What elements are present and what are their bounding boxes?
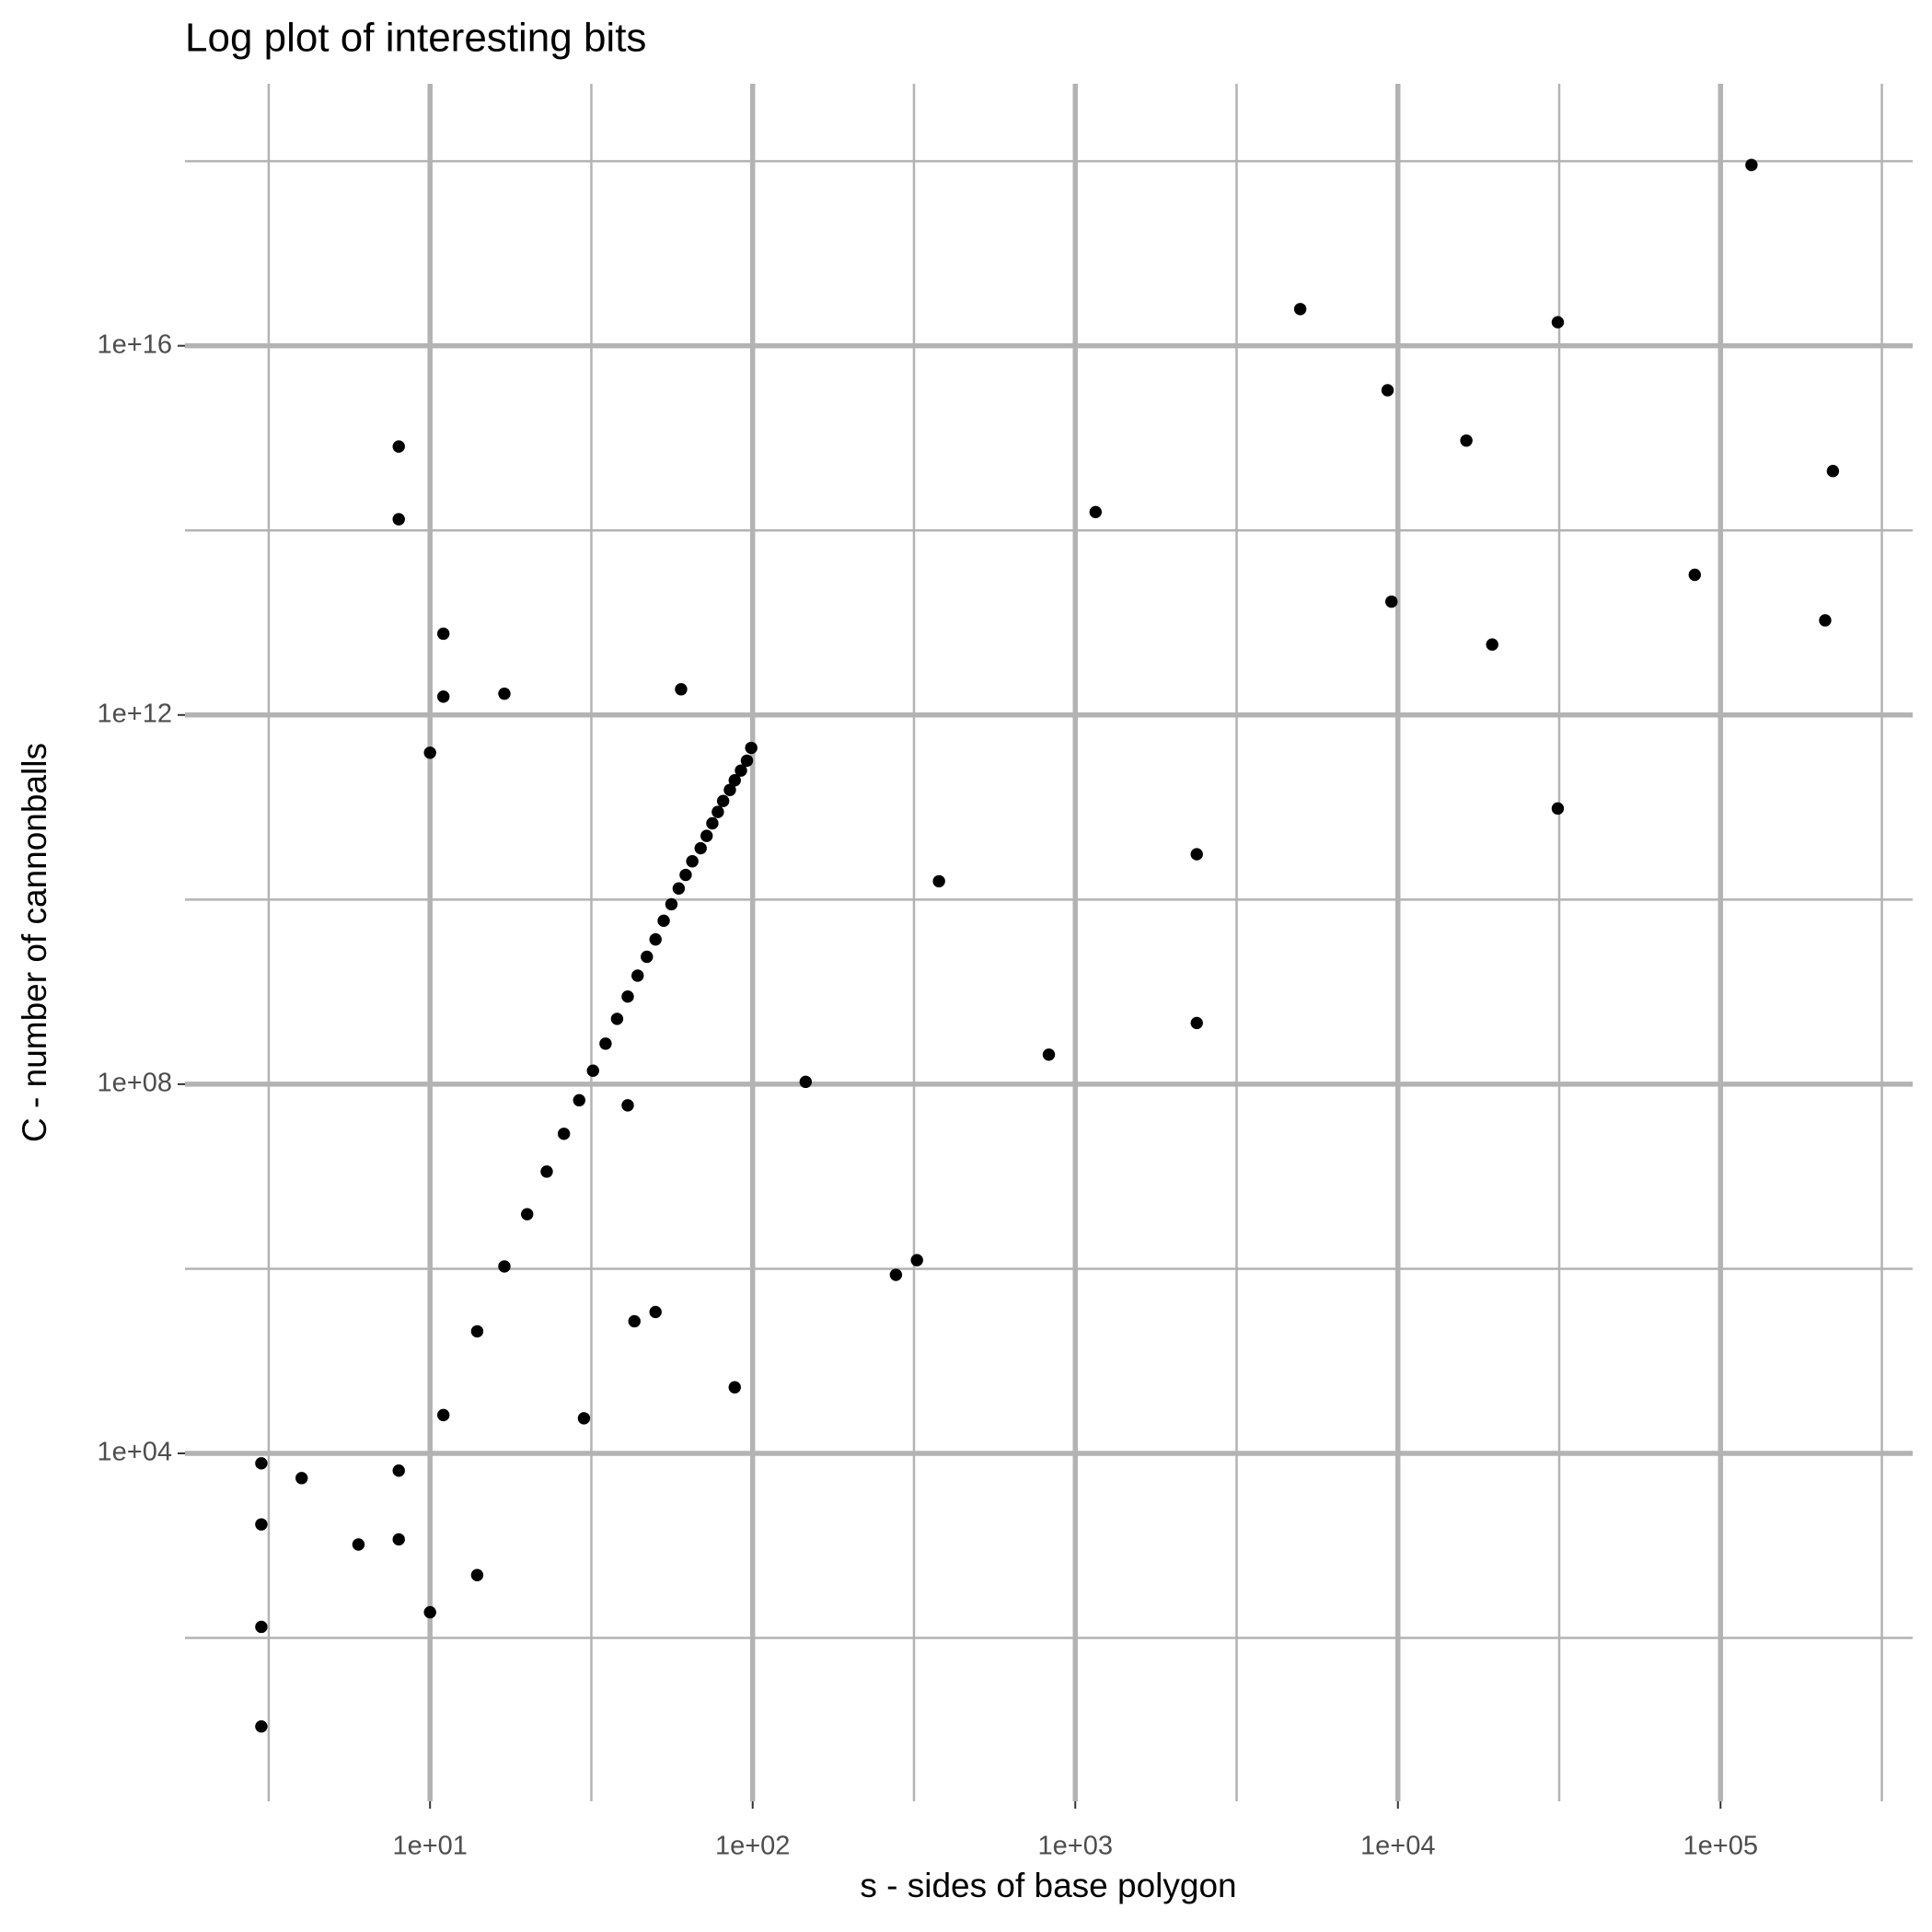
point bbox=[255, 1620, 268, 1634]
point bbox=[728, 774, 741, 787]
point bbox=[889, 1268, 903, 1281]
point bbox=[932, 874, 945, 888]
point bbox=[1551, 316, 1565, 329]
point bbox=[423, 1605, 436, 1619]
y-tick-label: 1e+04 bbox=[98, 1438, 172, 1467]
point bbox=[1042, 1048, 1056, 1061]
point bbox=[470, 1568, 484, 1581]
x-tick-label: 1e+04 bbox=[1360, 1832, 1435, 1861]
point bbox=[498, 687, 511, 700]
chart-title: Log plot of interesting bits bbox=[185, 16, 646, 61]
point bbox=[573, 1093, 585, 1107]
point bbox=[423, 746, 436, 759]
x-tick-label: 1e+03 bbox=[1038, 1832, 1113, 1861]
point bbox=[621, 989, 634, 1003]
point bbox=[392, 1533, 405, 1546]
point bbox=[437, 1408, 450, 1422]
y-tick-label: 1e+16 bbox=[98, 330, 172, 359]
point bbox=[470, 1325, 484, 1338]
point bbox=[1486, 638, 1498, 651]
point bbox=[498, 1260, 511, 1273]
point bbox=[716, 794, 730, 807]
point bbox=[586, 1064, 599, 1077]
y-axis-title: C - number of cannonballs bbox=[16, 743, 53, 1142]
point bbox=[521, 1208, 534, 1221]
point bbox=[657, 914, 670, 928]
point bbox=[728, 1381, 741, 1394]
x-axis-title: s - sides of base polygon bbox=[860, 1867, 1236, 1904]
point bbox=[910, 1254, 923, 1267]
x-tick-label: 1e+01 bbox=[392, 1832, 467, 1861]
x-tick-label: 1e+02 bbox=[715, 1832, 790, 1861]
point bbox=[1293, 303, 1307, 316]
point bbox=[437, 690, 450, 703]
point bbox=[392, 513, 405, 526]
point bbox=[295, 1472, 308, 1485]
point bbox=[577, 1412, 591, 1425]
point bbox=[1826, 465, 1840, 478]
point bbox=[641, 950, 654, 964]
x-tick-label: 1e+05 bbox=[1683, 1832, 1758, 1861]
y-tick-label: 1e+12 bbox=[98, 699, 172, 728]
point bbox=[437, 627, 450, 641]
point bbox=[1688, 568, 1701, 582]
point bbox=[392, 1464, 405, 1477]
point bbox=[392, 440, 405, 453]
point bbox=[1190, 1016, 1203, 1030]
point bbox=[628, 1314, 641, 1328]
point bbox=[1381, 384, 1394, 397]
point bbox=[540, 1165, 553, 1178]
point bbox=[723, 783, 736, 796]
point bbox=[735, 764, 747, 777]
point bbox=[1385, 595, 1398, 608]
point bbox=[649, 1305, 662, 1319]
point bbox=[675, 683, 688, 696]
point bbox=[1551, 802, 1565, 816]
point bbox=[1460, 434, 1473, 447]
point bbox=[599, 1037, 612, 1050]
point bbox=[694, 841, 707, 855]
point bbox=[1089, 505, 1103, 519]
point bbox=[700, 829, 713, 842]
point bbox=[255, 1719, 268, 1733]
point bbox=[255, 1518, 268, 1531]
point bbox=[631, 969, 644, 982]
point bbox=[1745, 158, 1758, 171]
point bbox=[621, 1099, 634, 1112]
point bbox=[665, 897, 678, 911]
point bbox=[352, 1538, 365, 1551]
point bbox=[686, 855, 699, 868]
point bbox=[649, 932, 662, 946]
point bbox=[1190, 848, 1203, 861]
point bbox=[706, 816, 719, 830]
point bbox=[745, 741, 758, 755]
point bbox=[679, 868, 692, 882]
point bbox=[799, 1075, 813, 1089]
y-tick-label: 1e+08 bbox=[98, 1069, 172, 1098]
point bbox=[740, 754, 754, 768]
point bbox=[557, 1128, 571, 1140]
point bbox=[255, 1457, 268, 1470]
point bbox=[711, 805, 724, 818]
point bbox=[1819, 614, 1832, 627]
point bbox=[672, 882, 686, 895]
point bbox=[610, 1012, 624, 1025]
